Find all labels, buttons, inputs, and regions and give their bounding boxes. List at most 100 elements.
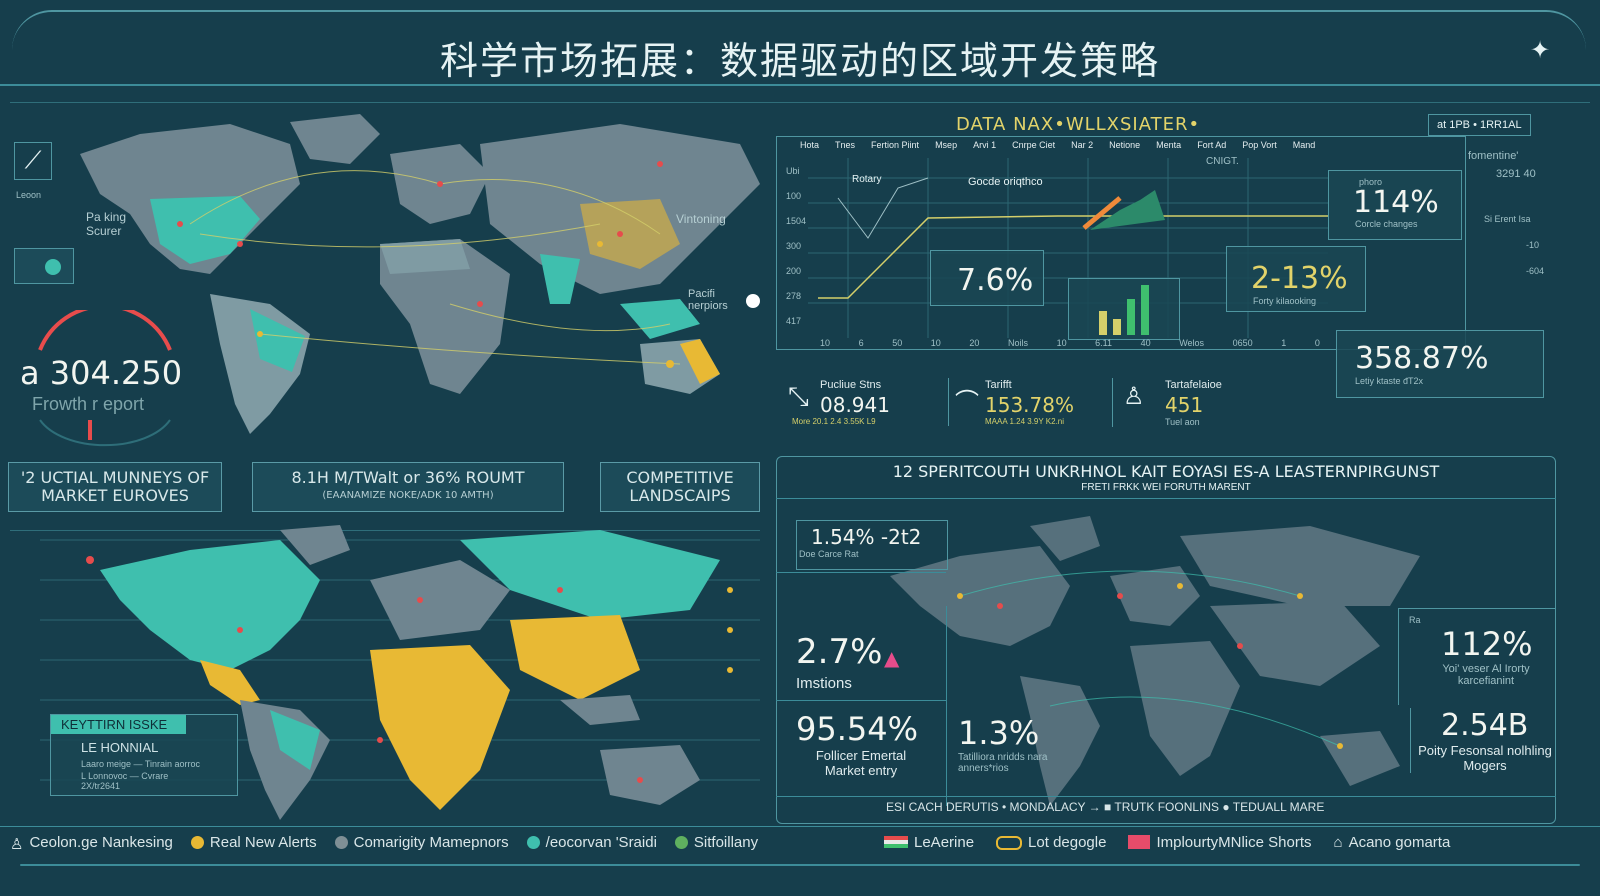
y-tick: 278 (786, 291, 802, 301)
stat-value: 114% (1353, 185, 1439, 220)
land-south-america (1020, 676, 1100, 806)
bar-chart-card (1068, 278, 1180, 340)
legend-dot-icon (526, 836, 540, 849)
land-usa (150, 196, 260, 264)
x-tick: 40 (1140, 338, 1151, 348)
land-europe (1110, 566, 1200, 626)
land-china (580, 199, 680, 269)
stat-block: ♙ Tartafelaioe 451 Tuel aon (1112, 378, 1263, 427)
key-issues-legend: KEYTTIRN ISSKE LE HONNIAL Laaro meige — … (50, 714, 238, 796)
legend-label: LeAerine (914, 834, 975, 851)
land-india (540, 254, 580, 304)
stat-label: Tarifft (985, 379, 1012, 391)
land-se-asia (560, 695, 640, 725)
right-axis-label: -604 (1526, 266, 1545, 276)
mini-chart-icon (14, 248, 74, 284)
legend-item[interactable]: Sitfoillany (674, 834, 758, 853)
x-tick: 0650 (1232, 338, 1253, 348)
column-header[interactable]: Netione (1109, 140, 1141, 150)
column-header[interactable]: Fort Ad (1197, 140, 1227, 150)
legend-item[interactable]: Lot degogle (996, 834, 1106, 851)
regional-grid-line (776, 700, 946, 701)
column-header[interactable]: Tnes (835, 140, 856, 150)
column-header[interactable]: Pop Vort (1242, 140, 1277, 150)
land-north-america (100, 540, 320, 670)
legend-right: LeAerine Lot degogle ImplourtyMNlice Sho… (884, 834, 1450, 851)
subtitle-line: COMPETITIVE (626, 468, 734, 487)
legend-label: Lot degogle (1028, 834, 1107, 851)
land-africa (1130, 641, 1240, 776)
x-tick: Noils (1007, 338, 1028, 348)
mini-bar-chart (1099, 285, 1149, 335)
legend-label: Comarigity Mamepnors (353, 834, 509, 851)
legend-label: Real New Alerts (209, 834, 317, 851)
stat-value: 1.54% -2t2 (811, 525, 922, 549)
stat-label: Corcle changes (1355, 219, 1418, 229)
right-axis-label: Si Erent Isa (1484, 214, 1531, 224)
stat-label: Yoi' veser Al Irorty karcefianint (1442, 663, 1530, 687)
regional-stat-4: 1.3% Tatilliora nridds nara anners*rios (958, 714, 1108, 774)
regional-divider (776, 498, 1556, 499)
column-header[interactable]: Menta (1156, 140, 1182, 150)
column-header[interactable]: Fertion Piint (871, 140, 920, 150)
stat-card-pct4: 358.87% Letiy ktaste đT2x (1336, 330, 1544, 398)
bottom-frame (20, 864, 1580, 866)
key-issues-item: LE HONNIAL (81, 740, 159, 755)
legend-divider (0, 826, 1600, 827)
land-africa (380, 239, 510, 394)
stat-tag: Ra (1409, 615, 1421, 625)
x-tick: 10 (820, 338, 831, 348)
land-north-america (890, 546, 1070, 646)
world-map-top (80, 114, 760, 434)
subtitle-line: (EAANAMIZE NOKE/ADK 10 AMTH) (322, 490, 494, 501)
stat-block: ⤡ Pucliue Stns 08.941 More 20.1 2.4 3.55… (788, 378, 938, 426)
stat-sub: More 20.1 2.4 3.55K L9 (792, 417, 876, 426)
legend-item[interactable]: Real New Alerts (190, 834, 317, 853)
flag-red-icon (1128, 835, 1151, 849)
data-panel-badge: at 1PB • 1RR1AL (1428, 114, 1531, 136)
map-label-pacific: Pacifi nerpiors (688, 288, 728, 312)
land-australia (600, 745, 700, 805)
x-tick: 20 (969, 338, 980, 348)
land-greenland (290, 114, 380, 164)
column-header[interactable]: Msep (935, 140, 958, 150)
legend-item[interactable]: ♙ Ceolon.ge Nankesing (10, 834, 173, 853)
legend-label: Ceolon.ge Nankesing (29, 834, 173, 851)
stat-value: 95.54% (796, 710, 919, 748)
stat-value: 1.3% (958, 714, 1040, 752)
legend-item[interactable]: ⌂ Acano gomarta (1334, 834, 1451, 851)
gauge-value: a 304.250 (20, 354, 183, 392)
key-issues-title: KEYTTIRN ISSKE (51, 715, 186, 734)
legend-label: Acano gomarta (1348, 834, 1451, 851)
regional-stat-1: 1.54% -2t2 Doe Carce Rat (796, 520, 948, 570)
land-africa-north (380, 239, 470, 274)
x-tick: 50 (892, 338, 903, 348)
column-header[interactable]: Mand (1292, 140, 1316, 150)
right-axis-label: 3291 40 (1496, 168, 1536, 180)
legend-item[interactable]: /eocorvan 'Sraidi (526, 834, 657, 853)
cent-note: CNIGT. (1206, 156, 1239, 167)
land-central-america (200, 660, 260, 705)
subtitle-revenue: 8.1H M/TWalt or 36% ROUMT (EAANAMIZE NOK… (252, 462, 564, 512)
legend-item[interactable]: LeAerine (884, 834, 974, 851)
legend-item[interactable]: ImplourtyMNlice Shorts (1128, 834, 1312, 851)
y-tick: 100 (786, 191, 802, 201)
stat-label: Follicer Emertal Market entry (815, 748, 907, 778)
map-marker-dot[interactable] (746, 294, 760, 308)
data-panel-header-row: Hota Tnes Fertion Piint Msep Arvi 1 Cnrp… (796, 140, 1466, 154)
stat-label: Forty kilaooking (1253, 296, 1317, 306)
column-header[interactable]: Cnrpe Ciet (1012, 140, 1056, 150)
legend-item[interactable]: Comarigity Mamepnors (334, 834, 509, 853)
data-panel-title: DATA NAX•WLLXSIATER• (956, 114, 1201, 135)
column-header[interactable]: Nar 2 (1071, 140, 1094, 150)
trend-icon[interactable]: ⟋ (14, 142, 52, 180)
regional-stat-5: Ra 112% Yoi' veser Al Irorty karcefianin… (1398, 608, 1555, 705)
y-tick: 300 (786, 241, 802, 251)
map-label-north-america: Pa king Scurer (86, 210, 127, 238)
trend-chart-icon (1080, 180, 1170, 234)
column-header[interactable]: Hota (800, 140, 820, 150)
y-tick: 200 (786, 266, 802, 276)
stat-block: ⌒ Tarifft 153.78% MAAA 1.24 3.9Y K2.ni (948, 378, 1099, 426)
column-header[interactable]: Arvi 1 (973, 140, 997, 150)
land-russia (460, 530, 720, 620)
